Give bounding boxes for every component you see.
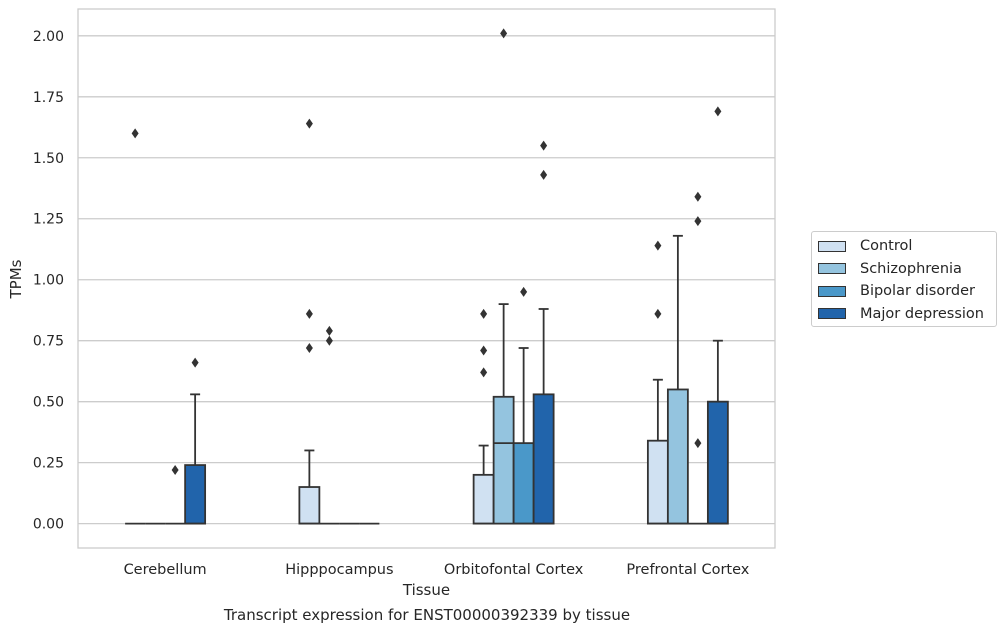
box-body [666, 388, 689, 525]
legend-label-schizophrenia: Schizophrenia [860, 260, 962, 277]
box-3-2 [687, 191, 708, 525]
legend-item-control: Control [818, 235, 996, 258]
y-axis-label: TPMs [7, 259, 25, 299]
box-1-0 [298, 118, 321, 525]
x-tick-label: Cerebellum [124, 562, 207, 578]
legend: Control Schizophrenia Bipolar disorder M… [811, 231, 997, 327]
box-3-1 [666, 234, 689, 525]
legend-swatch-schizophrenia [818, 263, 846, 275]
y-tick-label: 0.00 [33, 517, 64, 533]
outlier-point [654, 308, 662, 319]
outlier-point [305, 308, 313, 319]
x-tick-label: Hipppocampus [285, 562, 393, 578]
outlier-point [520, 286, 528, 297]
box-0-0 [125, 128, 146, 525]
box-body [298, 486, 321, 525]
legend-item-schizophrenia: Schizophrenia [818, 258, 996, 281]
outlier-point [714, 106, 722, 117]
outlier-point [131, 128, 139, 139]
outlier-point [325, 335, 333, 346]
outlier-point [540, 169, 548, 180]
legend-label-bipolar-disorder: Bipolar disorder [860, 283, 975, 300]
box-2-2 [512, 286, 535, 525]
y-tick-label: 0.50 [33, 395, 64, 411]
box-0-2 [165, 464, 186, 525]
x-axis-label: Tissue [402, 581, 450, 599]
x-tick-label: Prefrontal Cortex [626, 562, 749, 578]
outlier-point [654, 240, 662, 251]
box-3-3 [706, 106, 729, 525]
outlier-point [480, 345, 488, 356]
outlier-point [694, 438, 702, 449]
box-2-3 [532, 140, 555, 525]
y-tick-label: 0.75 [33, 334, 64, 350]
y-tick-label: 1.00 [33, 273, 64, 289]
y-tick-label: 1.50 [33, 151, 64, 167]
box-body [512, 442, 535, 525]
x-tick-label: Orbitofontal Cortex [444, 562, 584, 578]
box-body [472, 473, 495, 525]
outlier-point [540, 140, 548, 151]
figure-caption: Transcript expression for ENST0000039233… [223, 606, 631, 624]
outlier-point [191, 357, 199, 368]
boxes [125, 28, 729, 525]
outlier-point [325, 325, 333, 336]
legend-swatch-control [818, 240, 846, 252]
x-tick-labels: Cerebellum Hipppocampus Orbitofontal Corte… [124, 562, 750, 578]
box-2-1 [492, 28, 515, 525]
outlier-point [171, 464, 179, 475]
y-tick-labels: 0.00 0.25 0.50 0.75 1.00 1.25 1.50 1.75 2.00 [33, 29, 64, 533]
y-tick-label: 0.25 [33, 456, 64, 472]
legend-item-major-depression: Major depression [818, 303, 996, 326]
outlier-point [694, 191, 702, 202]
y-tick-label: 2.00 [33, 29, 64, 45]
box-body [646, 439, 669, 525]
box-body [706, 400, 729, 525]
box-body [184, 464, 207, 525]
legend-item-bipolar-disorder: Bipolar disorder [818, 280, 996, 303]
box-3-0 [646, 240, 669, 525]
grid-lines [78, 35, 775, 525]
box-0-3 [184, 357, 207, 525]
y-tick-label: 1.25 [33, 212, 64, 228]
outlier-point [305, 118, 313, 129]
box-body [532, 393, 555, 525]
outlier-point [305, 343, 313, 354]
legend-swatch-bipolar-disorder [818, 285, 846, 297]
box-1-1 [319, 325, 340, 525]
legend-label-control: Control [860, 238, 913, 255]
box-body [492, 395, 515, 525]
outlier-point [694, 216, 702, 227]
outlier-point [480, 367, 488, 378]
y-tick-label: 1.75 [33, 90, 64, 106]
outlier-point [500, 28, 508, 39]
legend-label-major-depression: Major depression [860, 305, 984, 322]
legend-swatch-major-depression [818, 308, 846, 320]
plot-frame [77, 8, 776, 549]
outlier-point [480, 308, 488, 319]
